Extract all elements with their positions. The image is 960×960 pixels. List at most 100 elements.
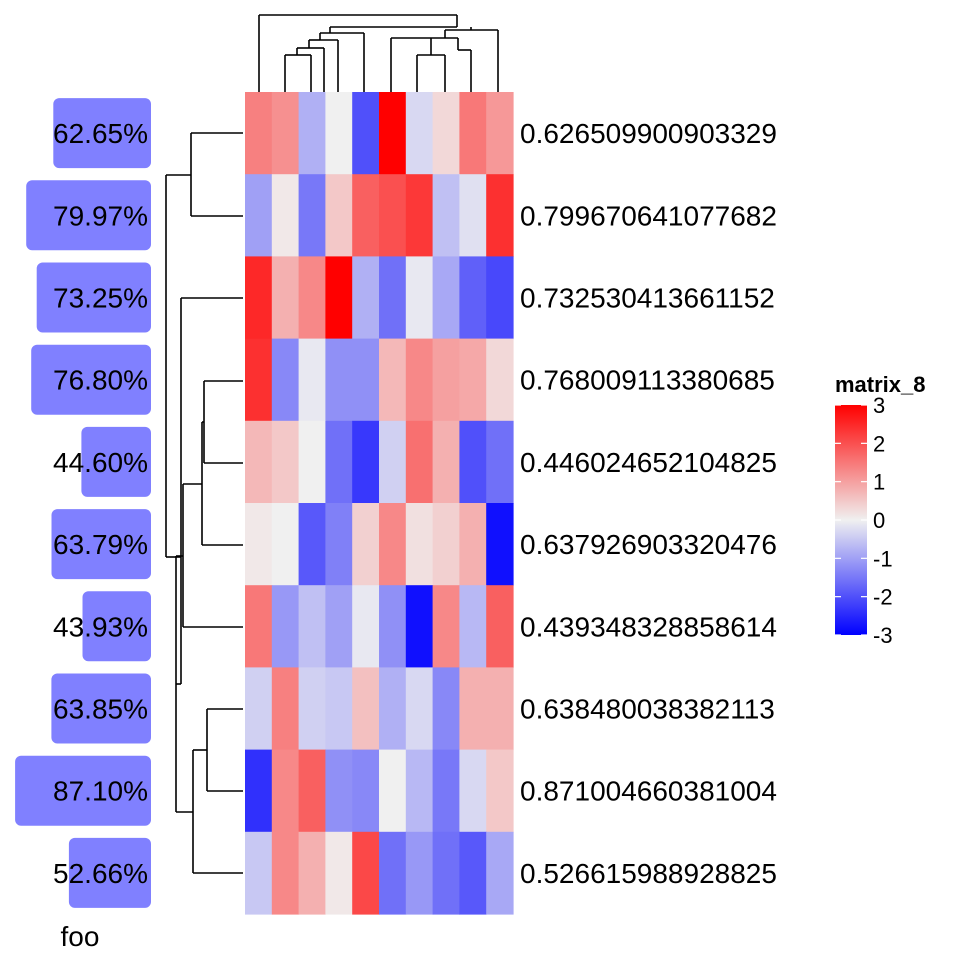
heatmap-cell bbox=[405, 92, 434, 175]
annotation-bar bbox=[51, 673, 151, 744]
heatmap-cell bbox=[271, 503, 300, 586]
heatmap-cell bbox=[352, 92, 380, 175]
heatmap-cell bbox=[405, 749, 434, 833]
heatmap-cell bbox=[486, 92, 514, 175]
row-dendrogram bbox=[165, 132, 243, 874]
heatmap-cell bbox=[432, 256, 460, 340]
row-label: 0.637926903320476 bbox=[520, 529, 777, 560]
legend-tick-label: 2 bbox=[873, 431, 885, 456]
legend-tick-label: 0 bbox=[873, 508, 885, 533]
heatmap-cell bbox=[379, 256, 407, 340]
row-label: 0.526615988928825 bbox=[520, 858, 777, 889]
heatmap-cell bbox=[405, 585, 434, 668]
heatmap-cell bbox=[325, 174, 353, 257]
annotation-name-label: foo bbox=[61, 921, 100, 952]
heatmap-cell bbox=[486, 503, 514, 586]
heatmap-cell bbox=[325, 92, 353, 175]
heatmap-cell bbox=[298, 749, 326, 833]
legend-title: matrix_8 bbox=[835, 372, 926, 397]
row-label: 0.439348328858614 bbox=[520, 611, 777, 642]
heatmap-cell bbox=[432, 667, 460, 751]
heatmap-cell bbox=[486, 749, 514, 833]
row-annotation-labels: 62.65% 79.97% 73.25% 76.80% 44.60% 63.79% 43.9… bbox=[53, 118, 148, 889]
annotation-bar bbox=[26, 180, 152, 251]
legend-tick-label: -1 bbox=[873, 546, 893, 571]
heatmap-cell bbox=[245, 92, 273, 175]
heatmap-cell bbox=[486, 420, 514, 504]
annotation-bar bbox=[68, 837, 151, 908]
row-label: 0.638480038382113 bbox=[520, 694, 775, 725]
heatmap-cell bbox=[432, 420, 460, 504]
heatmap-cell bbox=[352, 256, 380, 340]
heatmap-cell bbox=[486, 256, 514, 340]
heatmap-cell bbox=[352, 585, 380, 668]
heatmap-cell bbox=[432, 503, 460, 586]
heatmap-cell bbox=[486, 338, 514, 422]
heatmap-cell bbox=[325, 503, 353, 586]
heatmap-cell bbox=[245, 174, 273, 257]
heatmap-cell bbox=[352, 174, 380, 257]
heatmap-cell bbox=[379, 420, 407, 504]
annotation-label: 44.60% bbox=[53, 447, 148, 478]
annotation-bar bbox=[36, 262, 152, 333]
heatmap-cell bbox=[486, 831, 514, 915]
heatmap-cell bbox=[271, 667, 300, 751]
heatmap-cell bbox=[245, 256, 273, 340]
heatmap-cell bbox=[245, 503, 273, 586]
heatmap-cell bbox=[432, 338, 460, 422]
heatmap-cell bbox=[298, 92, 326, 175]
heatmap-cell bbox=[459, 256, 487, 340]
heatmap-cell bbox=[352, 503, 380, 586]
heatmap-cell bbox=[405, 338, 434, 422]
row-label: 0.799670641077682 bbox=[520, 200, 777, 231]
heatmap-cell bbox=[245, 585, 273, 668]
heatmap-cell bbox=[298, 503, 326, 586]
heatmap-cell bbox=[325, 585, 353, 668]
annotation-label: 63.79% bbox=[53, 529, 148, 560]
heatmap-cell bbox=[245, 420, 273, 504]
heatmap-cell bbox=[432, 92, 460, 175]
legend-tick-label: 1 bbox=[873, 470, 885, 495]
heatmap-cell bbox=[352, 338, 380, 422]
heatmap-cell bbox=[352, 420, 380, 504]
heatmap-cell bbox=[379, 503, 407, 586]
heatmap-cell bbox=[271, 174, 300, 257]
heatmap-cell bbox=[405, 503, 434, 586]
heatmap-cell bbox=[325, 420, 353, 504]
heatmap-cell bbox=[405, 667, 434, 751]
heatmap-cell bbox=[325, 667, 353, 751]
row-label: 0.732530413661152 bbox=[520, 283, 775, 314]
column-dendrogram bbox=[258, 14, 499, 93]
heatmap-cell bbox=[298, 338, 326, 422]
heatmap-cell bbox=[325, 256, 353, 340]
heatmap-cell bbox=[298, 420, 326, 504]
row-label: 0.626509900903329 bbox=[520, 118, 777, 149]
heatmap-cell bbox=[245, 667, 273, 751]
heatmap-cell bbox=[432, 831, 460, 915]
heatmap-cell bbox=[459, 174, 487, 257]
heatmap-cell bbox=[379, 338, 407, 422]
row-annotation-bars bbox=[15, 98, 152, 908]
heatmap-cell bbox=[459, 667, 487, 751]
annotation-label: 63.85% bbox=[53, 694, 148, 725]
heatmap-cell bbox=[298, 174, 326, 257]
annotation-bar bbox=[31, 344, 152, 415]
row-label: 0.768009113380685 bbox=[520, 365, 775, 396]
heatmap-cell bbox=[352, 667, 380, 751]
heatmap-cell bbox=[298, 585, 326, 668]
heatmap-cell bbox=[379, 749, 407, 833]
heatmap-cell bbox=[379, 831, 407, 915]
annotation-bar bbox=[15, 755, 151, 826]
heatmap-cell bbox=[459, 503, 487, 586]
annotation-label: 62.65% bbox=[53, 118, 148, 149]
annotation-label: 79.97% bbox=[53, 200, 148, 231]
heatmap-cell bbox=[405, 831, 434, 915]
heatmap-cell bbox=[271, 338, 300, 422]
heatmap-cells bbox=[245, 92, 514, 915]
heatmap-cell bbox=[245, 749, 273, 833]
heatmap-cell bbox=[405, 420, 434, 504]
heatmap-cell bbox=[379, 92, 407, 175]
annotation-bar bbox=[81, 426, 151, 497]
heatmap-cell bbox=[298, 831, 326, 915]
